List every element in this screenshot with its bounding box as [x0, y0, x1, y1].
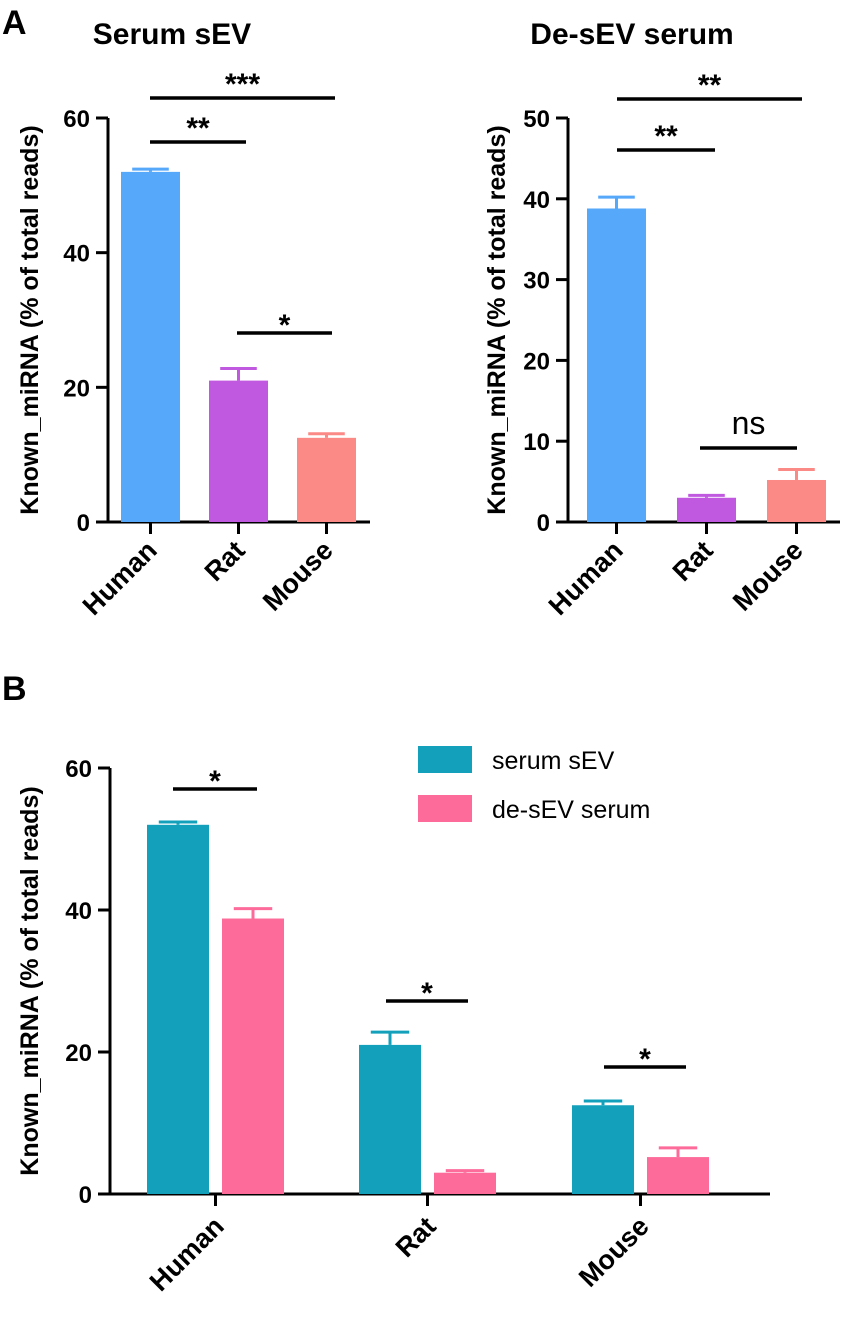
y-axis-label: Known_miRNA (% of total reads) [16, 786, 44, 1175]
y-tick-label: 0 [537, 510, 550, 537]
y-tick-label: 50 [523, 106, 550, 133]
legend-swatch-serum-sev [418, 746, 472, 773]
y-tick-label: 20 [65, 1040, 92, 1067]
bar-mouse [297, 437, 356, 522]
legend-swatch-de-sev-serum [418, 795, 472, 822]
bar-rat-de-sev-serum [434, 1172, 496, 1194]
y-tick-label: 40 [65, 898, 92, 925]
chart-title: Serum sEV [93, 18, 251, 51]
bar-mouse-serum-sev [572, 1105, 634, 1194]
y-tick-label: 40 [63, 241, 90, 268]
chart-serum-sev: Serum sEV 0 20 40 60 Known_miRNA (% of total … [16, 18, 370, 621]
category-label-human: Human [77, 535, 163, 621]
bar-rat [209, 380, 268, 522]
significance-mouse-label: * [639, 1043, 651, 1076]
chart-comparison: 0 20 40 60 Known_miRNA (% of total reads) Hum… [16, 746, 770, 1297]
significance-1-label: *** [225, 68, 260, 101]
panel-letter-b: B [2, 670, 27, 708]
y-tick-label: 0 [79, 1182, 92, 1209]
category-label-rat: Rat [667, 535, 719, 587]
y-tick-label: 20 [523, 348, 550, 375]
y-tick-label: 40 [523, 187, 550, 214]
bar-human-de-sev-serum [222, 918, 284, 1194]
significance-2-label: ns [732, 405, 766, 441]
y-tick-label: 30 [523, 268, 550, 295]
significance-0-label: ** [186, 112, 210, 145]
bar-rat-serum-sev [359, 1044, 421, 1194]
y-axis-label: Known_miRNA (% of total reads) [483, 125, 511, 514]
significance-2-label: * [279, 309, 291, 342]
bar-mouse-de-sev-serum [647, 1157, 709, 1194]
category-label-mouse: Mouse [727, 535, 809, 617]
bar-human [587, 208, 646, 522]
bar-human [121, 171, 180, 522]
panel-letter-a: A [2, 4, 27, 42]
legend: serum sEV de-sEV serum [418, 746, 650, 824]
legend-label-de-sev-serum: de-sEV serum [492, 796, 650, 824]
y-tick-label: 60 [63, 106, 90, 133]
y-tick-label: 0 [77, 510, 90, 537]
category-label-mouse: Mouse [257, 535, 339, 617]
y-axis-label: Known_miRNA (% of total reads) [16, 125, 44, 514]
category-label-human: Human [543, 535, 629, 621]
category-label-human: Human [144, 1211, 230, 1297]
y-tick-label: 20 [63, 375, 90, 402]
category-label-rat: Rat [390, 1211, 442, 1263]
significance-human-label: * [209, 765, 221, 798]
significance-0-label: ** [654, 120, 678, 153]
bar-human-serum-sev [147, 824, 209, 1194]
bar-rat [677, 497, 736, 522]
chart-de-sev-serum: De-sEV serum 0 10 20 30 40 50 Known_miRNA (% of… [483, 18, 840, 621]
significance-rat-label: * [421, 977, 433, 1010]
legend-label-serum-sev: serum sEV [492, 747, 615, 775]
category-label-rat: Rat [199, 535, 251, 587]
y-tick-label: 10 [523, 429, 550, 456]
y-tick-label: 60 [65, 756, 92, 783]
category-label-mouse: Mouse [573, 1211, 655, 1293]
bar-mouse [767, 479, 826, 522]
significance-1-label: ** [698, 69, 722, 102]
chart-title: De-sEV serum [530, 18, 733, 51]
